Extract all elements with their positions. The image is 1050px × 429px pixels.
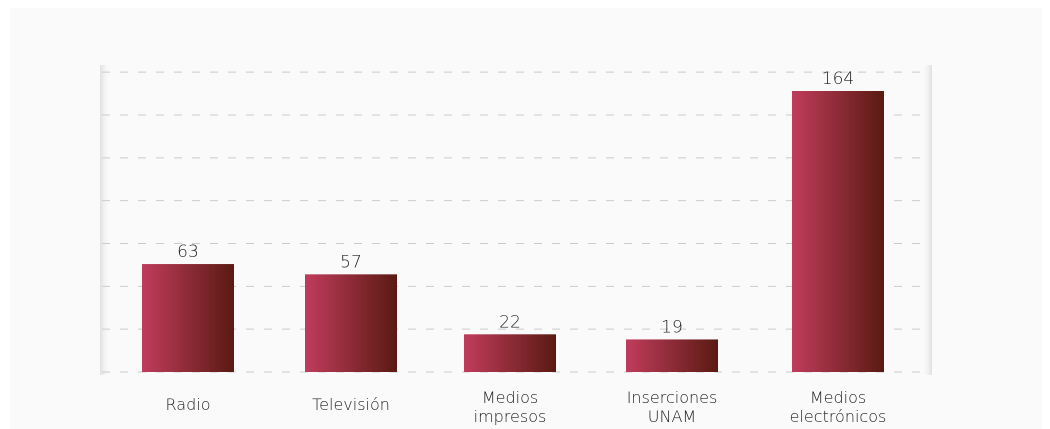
bar-value-labels: 63 57 22 19 164	[177, 69, 854, 337]
category-label-line: electrónicos	[790, 407, 887, 426]
category-label-line: Medios	[810, 388, 866, 407]
category-label-line: impresos	[474, 407, 547, 426]
left-edge-shade	[100, 65, 110, 375]
bar-value-label: 19	[661, 317, 683, 337]
bar-value-label: 63	[177, 242, 199, 262]
bar[interactable]	[626, 339, 718, 372]
right-edge-shade	[922, 65, 932, 375]
bars	[142, 91, 884, 372]
category-label: Radio	[166, 395, 211, 414]
bar[interactable]	[464, 334, 556, 372]
bar-value-label: 164	[822, 69, 854, 89]
bar[interactable]	[305, 274, 397, 372]
category-label-line: Televisión	[312, 395, 390, 414]
category-label: Inserciones UNAM	[627, 388, 718, 426]
category-label-line: Medios	[482, 388, 538, 407]
category-label-line: UNAM	[648, 407, 696, 426]
category-label-line: Inserciones	[627, 388, 718, 407]
category-label: Televisión	[312, 395, 390, 414]
bar-value-label: 22	[499, 312, 521, 332]
category-labels: Radio Televisión Medios impresosInserciones…	[166, 388, 887, 426]
bar[interactable]	[792, 91, 884, 372]
category-label-line: Radio	[166, 395, 211, 414]
bar-value-label: 57	[340, 252, 362, 272]
category-label: Medios impresos	[474, 388, 547, 426]
bar[interactable]	[142, 264, 234, 372]
category-label: Medios electrónicos	[790, 388, 887, 426]
